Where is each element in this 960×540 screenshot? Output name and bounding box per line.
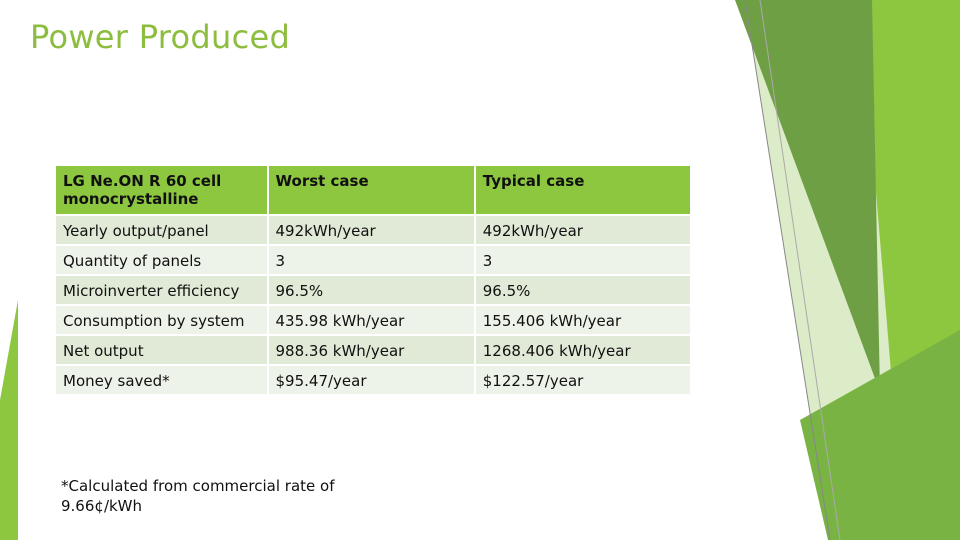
table-cell: Money saved* (54, 364, 269, 396)
table-cell: 1268.406 kWh/year (473, 334, 693, 366)
header-cell: LG Ne.ON R 60 cell monocrystalline (54, 164, 269, 216)
header-cell: Typical case (473, 164, 693, 216)
header-row: LG Ne.ON R 60 cell monocrystalline Worst… (54, 164, 693, 216)
data-table: LG Ne.ON R 60 cell monocrystalline Worst… (54, 164, 693, 396)
table-cell: Yearly output/panel (54, 214, 269, 246)
table-cell: 96.5% (473, 274, 693, 306)
table-cell: $95.47/year (266, 364, 476, 396)
table-row: Consumption by system 435.98 kWh/year 155.… (54, 304, 693, 336)
table-cell: $122.57/year (473, 364, 693, 396)
table-cell: Consumption by system (54, 304, 269, 336)
table-row: Net output 988.36 kWh/year 1268.406 kWh/ye… (54, 334, 693, 366)
table-cell: Quantity of panels (54, 244, 269, 276)
header-cell: Worst case (266, 164, 476, 216)
table-cell: Net output (54, 334, 269, 366)
table-cell: 988.36 kWh/year (266, 334, 476, 366)
accent-bottom (800, 330, 960, 540)
table-cell: 435.98 kWh/year (266, 304, 476, 336)
left-accent (0, 300, 18, 540)
table-cell: 155.406 kWh/year (473, 304, 693, 336)
accent-line (759, 0, 841, 540)
title: Power Produced (30, 18, 291, 56)
table-row: Money saved* $95.47/year $122.57/year (54, 364, 693, 396)
accent-line (744, 0, 831, 540)
table-row: Quantity of panels 3 3 (54, 244, 693, 276)
table-cell: 492kWh/year (473, 214, 693, 246)
table-row: Yearly output/panel 492kWh/year 492kWh/yea… (54, 214, 693, 246)
table-cell: Microinverter efficiency (54, 274, 269, 306)
table-cell: 3 (473, 244, 693, 276)
table-cell: 3 (266, 244, 476, 276)
table-cell: 492kWh/year (266, 214, 476, 246)
table-cell: 96.5% (266, 274, 476, 306)
table-row: Microinverter efficiency 96.5% 96.5% (54, 274, 693, 306)
footnote: *Calculated from commercial rate of 9.66… (61, 477, 335, 515)
accent-dark (735, 0, 880, 392)
